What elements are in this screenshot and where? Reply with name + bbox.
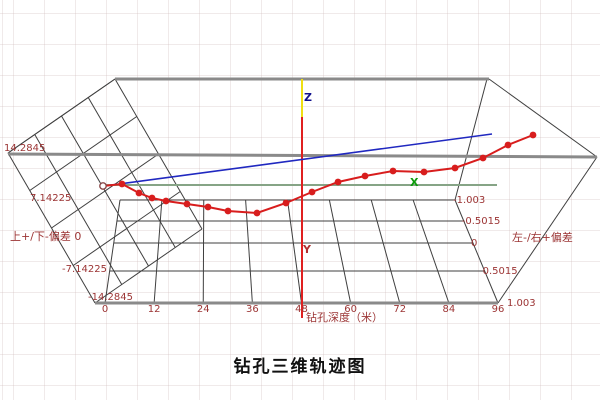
trajectory-point-marker (135, 189, 143, 197)
trajectory-point-marker (451, 164, 459, 172)
edge-back-right (454, 78, 488, 201)
depth-axis-tick: 84 (443, 304, 456, 315)
depth-axis-tick: 72 (393, 304, 406, 315)
floor-depth-grid-line (202, 199, 205, 304)
y-axis-letter: Y (302, 243, 312, 256)
x-axis-letter: X (410, 176, 419, 189)
lateral-axis-tick: -1.003 (453, 195, 485, 206)
leftwall-grid-line (34, 134, 123, 285)
floor-depth-grid-line (245, 199, 253, 304)
lateral-axis-tick: 0.5015 (483, 266, 518, 277)
chart-title: 钻孔三维轨迹图 (233, 357, 367, 377)
trajectory-point-marker (282, 199, 290, 207)
depth-axis-tick: 0 (102, 304, 108, 315)
lateral-axis-tick: 0 (471, 238, 477, 249)
trajectory-point-marker (118, 180, 126, 188)
trajectory-point-marker (479, 154, 487, 162)
depth-axis-label: 钻孔深度（米） (306, 310, 383, 324)
trajectory-point-marker (253, 209, 261, 217)
edge-top-left (7, 78, 116, 154)
floor-depth-grid-line (104, 199, 121, 304)
edge-front-right (497, 156, 598, 304)
trajectory-point-marker (148, 194, 156, 202)
trajectory-point-marker (504, 141, 512, 149)
vertical-axis-tick: -14.2845 (88, 292, 133, 303)
floor-depth-grid-line (287, 199, 302, 304)
edge-front-left (7, 152, 96, 304)
vertical-axis-tick: -7.14225 (62, 264, 107, 275)
floor-depth-grid-line (412, 199, 450, 304)
lateral-axis-tick: -0.5015 (462, 216, 501, 227)
trajectory-point-marker (529, 131, 537, 139)
floor-depth-grid-line (370, 199, 401, 304)
edge-top-right (488, 78, 598, 158)
trajectory-point-marker (204, 203, 212, 211)
trajectory-point-marker (420, 168, 428, 176)
depth-axis-tick: 60 (344, 304, 357, 315)
vertical-axis-tick: 7.14225 (30, 193, 71, 204)
trajectory-start-marker (99, 182, 107, 190)
z-axis-letter: Z (304, 91, 312, 104)
leftwall-grid-line (61, 115, 149, 267)
floor-depth-grid-line (328, 199, 352, 304)
trajectory-point-marker (162, 197, 170, 205)
trajectory-point-marker (183, 200, 191, 208)
depth-axis-tick: 96 (492, 304, 505, 315)
lateral-axis-label: 左-/右+偏差 (512, 230, 573, 244)
trajectory-point-marker (361, 172, 369, 180)
depth-axis-tick: 48 (295, 304, 308, 315)
lateral-axis-tick: 1.003 (507, 298, 536, 309)
trajectory-point-marker (389, 167, 397, 175)
vertical-axis-tick: 14.2845 (4, 143, 45, 154)
depth-axis-tick: 12 (148, 304, 161, 315)
depth-axis-tick: 36 (246, 304, 259, 315)
vertical-axis-label: 上+/下-偏差 0 (10, 229, 81, 243)
trajectory-point-marker (224, 207, 232, 215)
trajectory-point-marker (334, 178, 342, 186)
depth-axis-tick: 24 (197, 304, 210, 315)
design-line (103, 133, 493, 187)
trajectory-point-marker (308, 188, 316, 196)
floor-depth-grid-line (153, 199, 163, 304)
leftwall-grid-line (87, 97, 176, 248)
floor-depth-grid-line (454, 199, 499, 304)
